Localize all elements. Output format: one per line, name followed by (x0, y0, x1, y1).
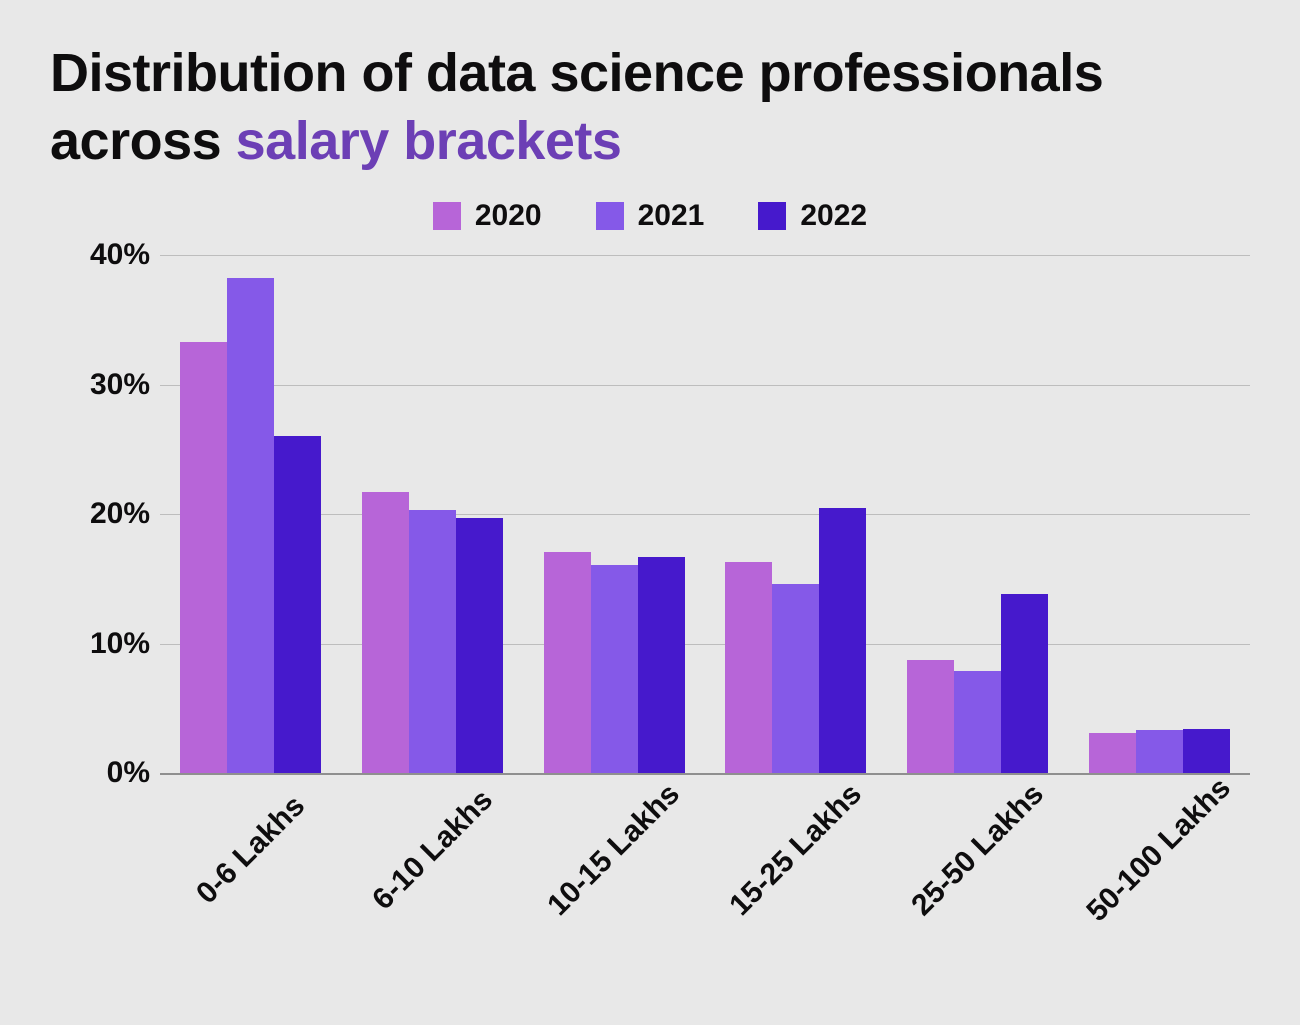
legend-label-2020: 2020 (475, 199, 542, 233)
bar (638, 557, 685, 773)
bar-group (160, 255, 342, 773)
bar (772, 584, 819, 773)
bar (456, 518, 503, 773)
y-tick-label: 40% (65, 238, 150, 272)
y-tick-label: 0% (65, 756, 150, 790)
bar (544, 552, 591, 773)
y-tick-label: 10% (65, 627, 150, 661)
legend-swatch-2021 (596, 202, 624, 230)
x-label-slot: 10-15 Lakhs (523, 793, 705, 963)
x-label-slot: 50-100 Lakhs (1068, 793, 1250, 963)
chart-title: Distribution of data science professiona… (50, 40, 1250, 175)
bar (1089, 733, 1136, 773)
bar (819, 508, 866, 773)
x-tick-label: 6-10 Lakhs (366, 783, 500, 917)
bar (1001, 594, 1048, 773)
x-tick-label: 0-6 Lakhs (190, 789, 312, 911)
x-tick-label: 25-50 Lakhs (905, 777, 1051, 923)
bar-group (705, 255, 887, 773)
y-tick-label: 30% (65, 368, 150, 402)
x-tick-label: 50-100 Lakhs (1081, 771, 1238, 928)
bar (409, 510, 456, 773)
legend-item-2021: 2021 (596, 199, 705, 233)
legend-item-2020: 2020 (433, 199, 542, 233)
x-label-slot: 6-10 Lakhs (342, 793, 524, 963)
bar (227, 278, 274, 773)
bar (362, 492, 409, 773)
bar-group (342, 255, 524, 773)
plot-area: 0%10%20%30%40% (160, 255, 1250, 775)
bar-group (887, 255, 1069, 773)
x-label-slot: 0-6 Lakhs (160, 793, 342, 963)
bar (180, 342, 227, 773)
bar (725, 562, 772, 773)
y-tick-label: 20% (65, 497, 150, 531)
bar (1136, 730, 1183, 773)
legend-item-2022: 2022 (758, 199, 867, 233)
bar (1183, 729, 1230, 773)
title-accent: salary brackets (236, 111, 622, 171)
bar (274, 436, 321, 773)
bar (907, 660, 954, 773)
chart: 0%10%20%30%40% 0-6 Lakhs6-10 Lakhs10-15 … (50, 255, 1250, 975)
legend: 2020 2021 2022 (50, 199, 1250, 233)
x-tick-label: 10-15 Lakhs (541, 777, 687, 923)
legend-label-2022: 2022 (800, 199, 867, 233)
x-label-slot: 25-50 Lakhs (887, 793, 1069, 963)
x-label-slot: 15-25 Lakhs (705, 793, 887, 963)
bar (591, 565, 638, 773)
bar-group (523, 255, 705, 773)
bar-group (1068, 255, 1250, 773)
legend-swatch-2020 (433, 202, 461, 230)
legend-label-2021: 2021 (638, 199, 705, 233)
bar-groups (160, 255, 1250, 773)
x-axis-labels: 0-6 Lakhs6-10 Lakhs10-15 Lakhs15-25 Lakh… (160, 793, 1250, 963)
bar (954, 671, 1001, 773)
legend-swatch-2022 (758, 202, 786, 230)
x-tick-label: 15-25 Lakhs (723, 777, 869, 923)
